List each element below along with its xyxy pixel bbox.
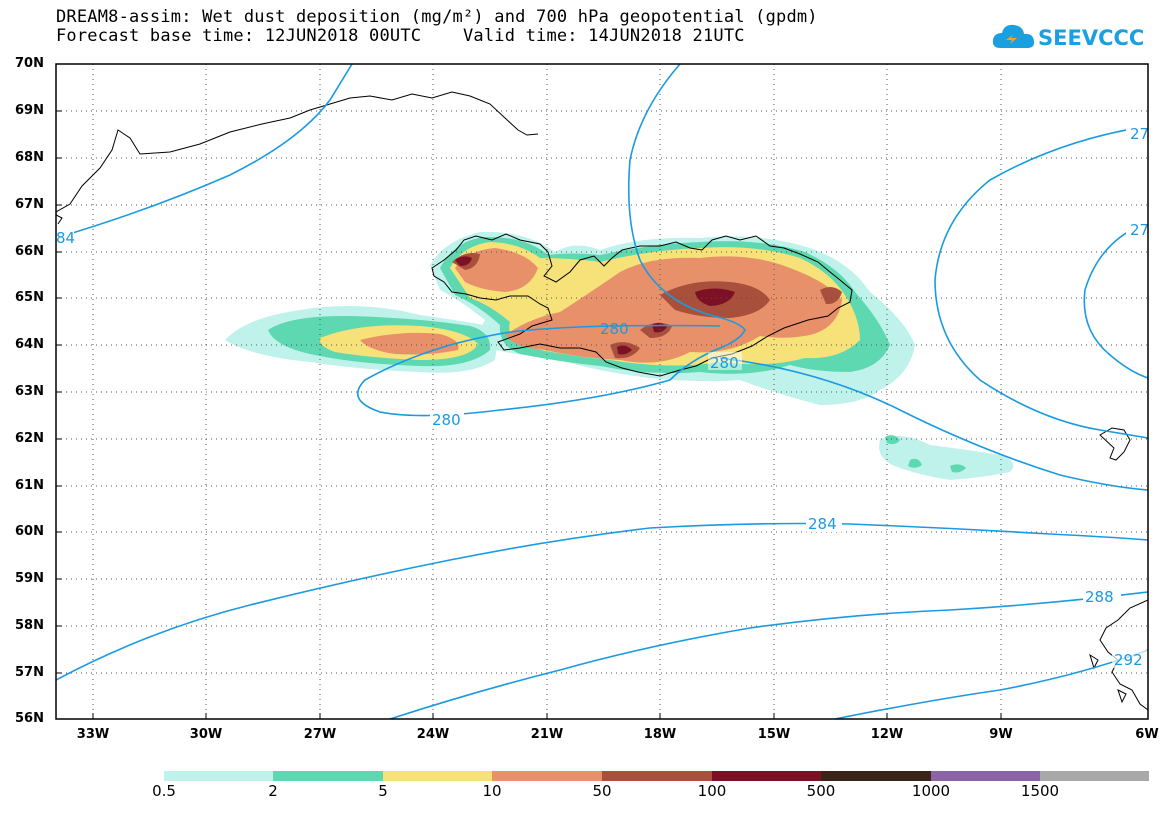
colorbar-swatch — [492, 771, 602, 781]
graticule — [56, 64, 1148, 719]
lon-tick-label: 27W — [303, 727, 337, 742]
lat-tick-label: 57N — [15, 665, 44, 680]
contour-label: 284 — [808, 515, 837, 533]
lon-tick-label: 6W — [1135, 727, 1159, 742]
colorbar-label: 50 — [592, 782, 612, 800]
lat-tick-label: 56N — [15, 711, 44, 726]
lon-tick-label: 33W — [76, 727, 110, 742]
iceland-coast — [431, 233, 853, 377]
dust-level-2 — [885, 435, 966, 473]
contour-276-outer — [934, 125, 1148, 439]
lon-tick-label: 12W — [870, 727, 904, 742]
lon-tick-label: 18W — [643, 727, 677, 742]
dust-level-0.5 — [879, 436, 1014, 480]
lat-tick-label: 63N — [15, 384, 44, 399]
chart-subtitle: Forecast base time: 12JUN2018 00UTC Vali… — [56, 26, 745, 46]
colorbar-swatch — [273, 771, 383, 781]
colorbar-label: 500 — [806, 782, 836, 800]
colorbar-label: 5 — [378, 782, 388, 800]
lat-tick-label: 65N — [15, 290, 44, 305]
contour-label: 27 — [1130, 125, 1149, 143]
colorbar-swatch — [383, 771, 492, 781]
contour-label: 280 — [600, 320, 629, 338]
contour-label: 84 — [56, 229, 75, 247]
colorbar-swatch — [821, 771, 931, 781]
colorbar-swatch — [1040, 771, 1149, 781]
dust-level-10 — [505, 256, 842, 363]
contour-labels: 280 280 280 284 288 27 27 84 292 — [56, 124, 1149, 669]
contour-284 — [56, 522, 1148, 681]
lat-tick-label: 67N — [15, 197, 44, 212]
contour-280 — [356, 64, 746, 417]
colorbar-swatch — [931, 771, 1040, 781]
contour-284-west — [56, 64, 353, 239]
lat-tick-label: 59N — [15, 571, 44, 586]
lon-tick-label: 21W — [530, 727, 564, 742]
geopotential-contours — [56, 64, 1148, 719]
dust-level-50 — [610, 281, 842, 359]
lat-tick-label: 61N — [15, 478, 44, 493]
lon-tick-label: 30W — [189, 727, 223, 742]
colorbar — [164, 771, 1149, 781]
lat-tick-label: 69N — [15, 103, 44, 118]
lat-tick-label: 62N — [15, 431, 44, 446]
logo-text: SEEVCCC — [1038, 26, 1145, 50]
lon-tick-label: 24W — [416, 727, 450, 742]
colorbar-label: 0.5 — [152, 782, 176, 800]
lon-tick-label: 15W — [757, 727, 791, 742]
contour-label: 27 — [1130, 221, 1149, 239]
lat-tick-label: 60N — [15, 524, 44, 539]
contour-label: 292 — [1114, 651, 1143, 669]
colorbar-swatch — [164, 771, 273, 781]
coastlines — [56, 91, 1148, 711]
contour-292 — [834, 649, 1148, 719]
dust-level-10 — [360, 332, 459, 355]
lon-tick-label: 9W — [989, 727, 1013, 742]
colorbar-label: 100 — [697, 782, 727, 800]
cloud-icon — [992, 24, 1035, 48]
lat-tick-label: 66N — [15, 244, 44, 259]
contour-280-east — [719, 357, 1148, 491]
colorbar-swatch — [712, 771, 821, 781]
lat-tick-label: 68N — [15, 150, 44, 165]
seevccc-logo: SEEVCCC — [990, 18, 1144, 58]
dust-deposition-field — [225, 231, 1014, 480]
contour-label: 280 — [710, 354, 739, 372]
lat-tick-label: 70N — [15, 56, 44, 71]
lat-tick-label: 58N — [15, 618, 44, 633]
contour-label: 288 — [1085, 588, 1114, 606]
colorbar-label: 2 — [268, 782, 278, 800]
greenland-coast — [56, 91, 539, 213]
chart-title: DREAM8-assim: Wet dust deposition (mg/m²… — [56, 7, 818, 27]
faroe-coast — [1099, 427, 1131, 461]
colorbar-label: 1000 — [911, 782, 951, 800]
lat-tick-label: 64N — [15, 337, 44, 352]
colorbar-label: 10 — [482, 782, 502, 800]
contour-288 — [389, 591, 1148, 719]
contour-label: 280 — [432, 411, 461, 429]
colorbar-label: 1500 — [1020, 782, 1060, 800]
colorbar-swatch — [602, 771, 712, 781]
contour-276-inner — [1083, 221, 1148, 379]
axis-ticks — [56, 63, 1002, 719]
